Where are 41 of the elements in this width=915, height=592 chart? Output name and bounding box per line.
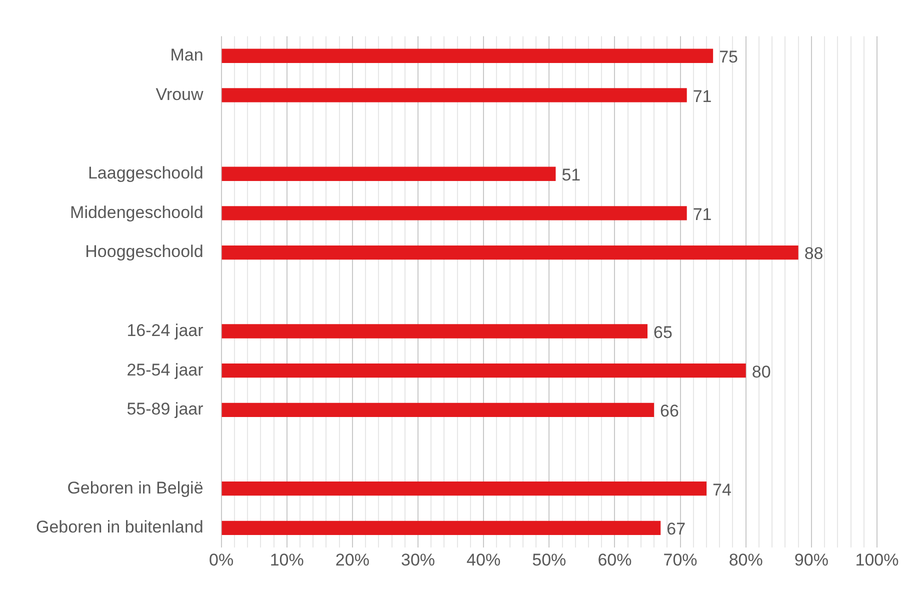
x-tick-label: 0% [209, 550, 234, 570]
y-tick-label: Middengeschoold [70, 202, 204, 222]
x-tick-label: 40% [466, 550, 501, 570]
bar [222, 88, 687, 102]
y-tick-label: 55-89 jaar [126, 400, 204, 419]
data-label: 51 [562, 166, 581, 185]
bar [222, 482, 707, 496]
bar [222, 324, 648, 338]
bar [222, 48, 714, 63]
data-label: 71 [692, 86, 712, 106]
bar [222, 520, 661, 536]
x-tick-label: 80% [728, 550, 763, 570]
x-tick-label: 60% [598, 550, 632, 570]
data-label: 74 [712, 480, 732, 500]
y-tick-label: Hooggeschoold [85, 242, 204, 262]
x-tick-label: 50% [532, 550, 566, 570]
x-tick-label: 10% [270, 550, 304, 570]
data-label: 88 [804, 244, 824, 264]
y-tick-label: Laaggeschoold [88, 164, 204, 183]
data-label: 66 [660, 402, 679, 421]
data-label: 80 [752, 362, 771, 382]
x-tick-label: 20% [335, 550, 370, 570]
bar [222, 245, 798, 260]
data-label: 65 [654, 322, 672, 342]
y-tick-label: Man [170, 46, 204, 65]
x-tick-label: 90% [794, 550, 828, 570]
data-label: 71 [692, 204, 712, 224]
data-label: 67 [666, 520, 686, 539]
y-tick-label: 16-24 jaar [126, 320, 204, 340]
y-tick-label: Geboren in België [67, 478, 204, 498]
y-tick-label: 25-54 jaar [126, 360, 204, 380]
bar [222, 363, 746, 378]
bar [222, 166, 556, 181]
x-tick-label: 30% [400, 550, 436, 570]
bar [222, 206, 687, 220]
bar [222, 402, 654, 417]
y-tick-label: Vrouw [156, 84, 204, 104]
x-tick-label: 100% [855, 550, 899, 570]
data-label: 75 [719, 48, 738, 67]
x-tick-label: 70% [663, 550, 698, 570]
y-tick-label: Geboren in buitenland [36, 518, 204, 537]
